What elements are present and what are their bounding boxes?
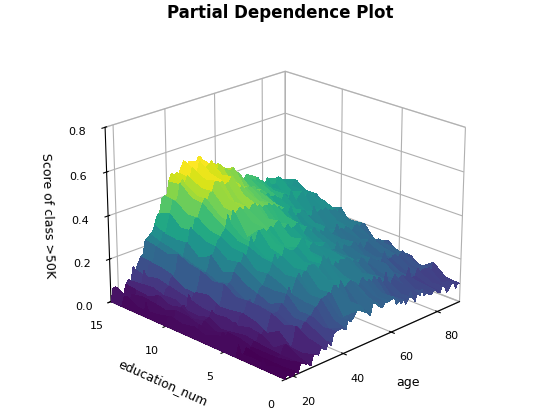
Title: Partial Dependence Plot: Partial Dependence Plot: [167, 4, 393, 22]
Y-axis label: education_num: education_num: [116, 357, 209, 408]
X-axis label: age: age: [396, 376, 419, 389]
